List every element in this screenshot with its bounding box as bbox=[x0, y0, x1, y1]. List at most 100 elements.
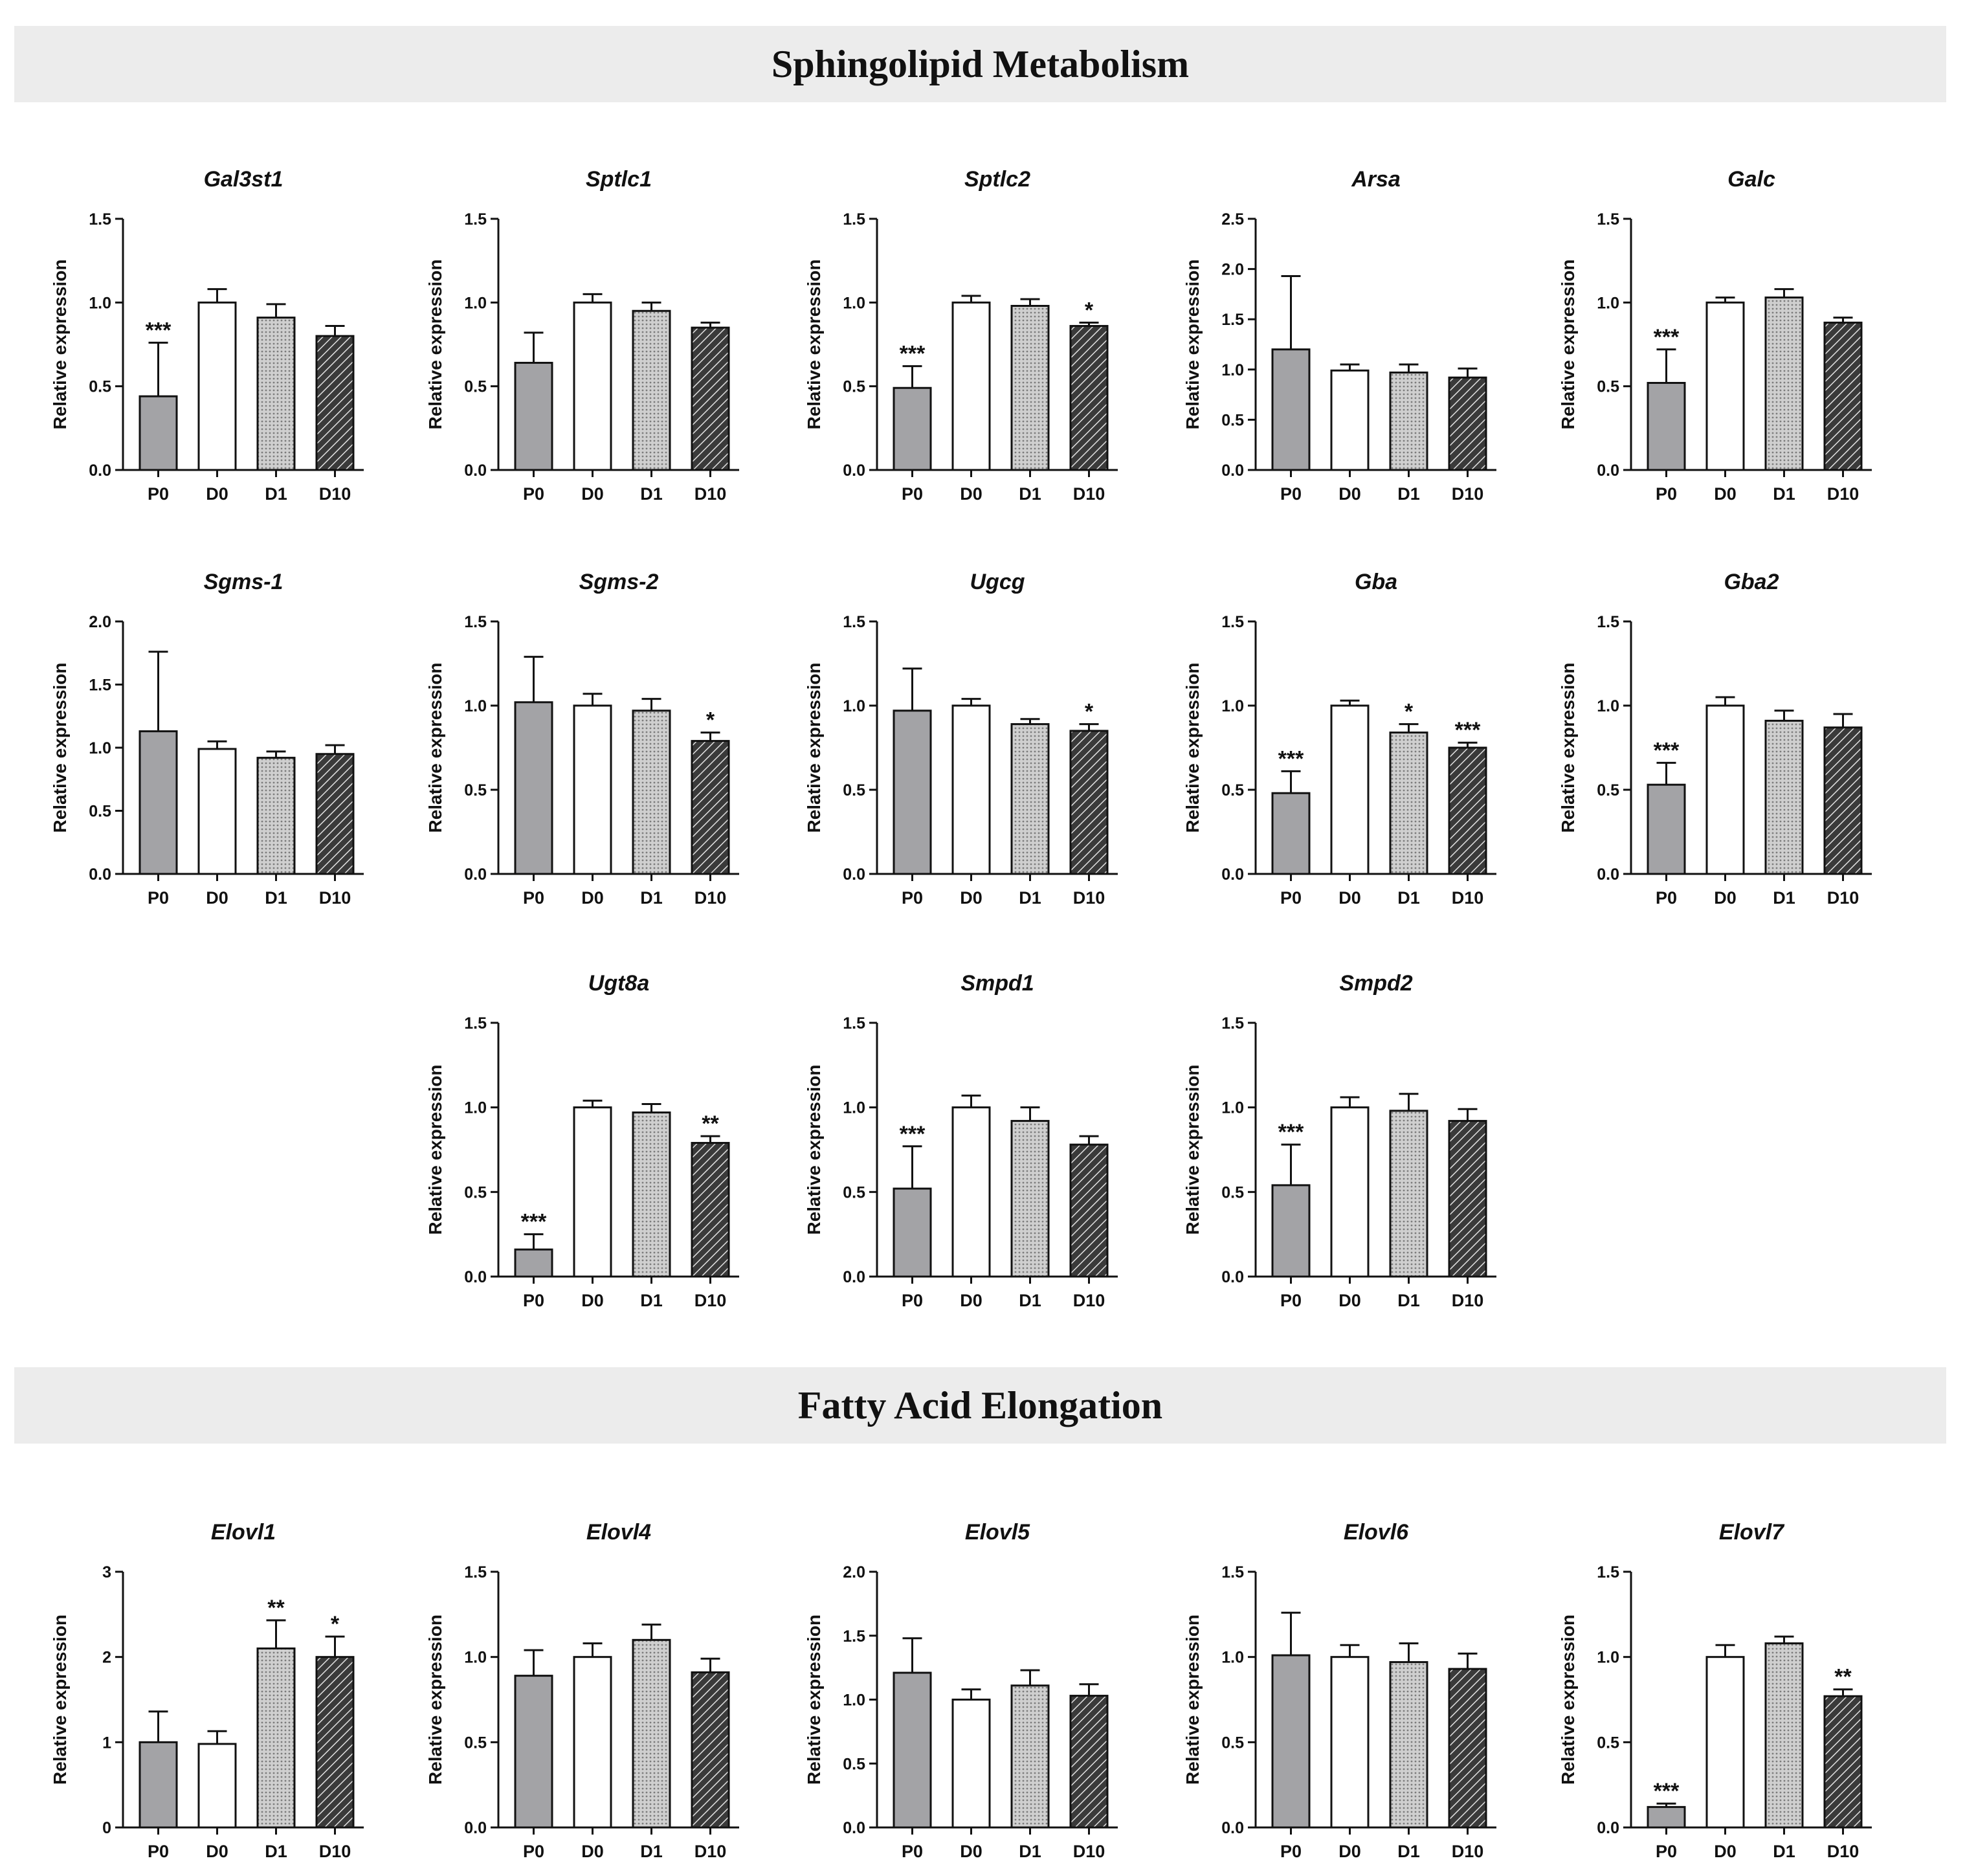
significance-label-gba2: *** bbox=[1654, 738, 1680, 763]
y-tick-label-gal3st1: 1.0 bbox=[89, 294, 111, 312]
y-tick-label-gal3st1: 0.5 bbox=[89, 378, 111, 396]
chart-title-sptlc2: Sptlc2 bbox=[964, 167, 1030, 192]
x-tick-label-gba2: D0 bbox=[1714, 888, 1737, 908]
x-tick-label-elovl5: D10 bbox=[1073, 1842, 1105, 1861]
chart-title-gba2: Gba2 bbox=[1724, 570, 1779, 594]
bar-ugt8a-d10 bbox=[691, 1142, 730, 1278]
y-tick-label-sgms-2: 1.5 bbox=[464, 613, 487, 631]
x-tick-label-arsa: D1 bbox=[1397, 484, 1420, 504]
x-tick-label-gba: P0 bbox=[1280, 888, 1302, 908]
y-tick-label-smpd2: 0.5 bbox=[1221, 1183, 1244, 1201]
bar-ugcg-d0 bbox=[951, 704, 991, 875]
significance-label-gal3st1: *** bbox=[146, 318, 172, 342]
x-tick-label-ugcg: D10 bbox=[1073, 888, 1105, 908]
bar-elovl4-d10 bbox=[691, 1671, 730, 1829]
x-tick-label-gba: D0 bbox=[1338, 888, 1361, 908]
y-tick-label-elovl5: 0.0 bbox=[843, 1819, 865, 1837]
bar-elovl1-d0 bbox=[197, 1743, 237, 1829]
y-tick-label-galc: 0.0 bbox=[1597, 462, 1619, 480]
bar-sgms-1-d1 bbox=[256, 757, 296, 875]
y-tick-label-sgms-1: 1.0 bbox=[89, 739, 111, 757]
x-tick-label-sgms-2: D0 bbox=[581, 888, 604, 908]
y-tick-label-gba: 0.5 bbox=[1221, 781, 1244, 799]
y-axis-label-ugcg: Relative expression bbox=[804, 662, 824, 832]
section-banner-fatty-acid: Fatty Acid Elongation bbox=[14, 1367, 1946, 1444]
section-banner-sphingolipid: Sphingolipid Metabolism bbox=[14, 26, 1946, 102]
y-tick-label-elovl4: 0.0 bbox=[464, 1819, 487, 1837]
x-tick-label-gal3st1: D1 bbox=[265, 484, 287, 504]
y-tick-label-sgms-2: 0.5 bbox=[464, 781, 487, 799]
bar-gba2-d10 bbox=[1823, 726, 1863, 875]
x-tick-label-gba2: P0 bbox=[1656, 888, 1677, 908]
significance-label-ugt8a: *** bbox=[521, 1210, 547, 1234]
y-tick-label-arsa: 2.5 bbox=[1221, 210, 1244, 229]
x-tick-label-sptlc2: D0 bbox=[960, 484, 983, 504]
x-tick-label-smpd1: D10 bbox=[1073, 1291, 1105, 1310]
y-tick-label-ugcg: 0.0 bbox=[843, 865, 865, 884]
y-tick-label-smpd1: 1.5 bbox=[843, 1014, 865, 1033]
bar-arsa-d10 bbox=[1448, 376, 1487, 471]
y-tick-label-sptlc1: 1.5 bbox=[464, 210, 487, 229]
x-tick-label-elovl5: P0 bbox=[902, 1842, 923, 1861]
bar-arsa-p0 bbox=[1271, 348, 1311, 471]
bar-smpd2-d1 bbox=[1389, 1110, 1428, 1278]
significance-label-elovl1: ** bbox=[267, 1596, 285, 1620]
bar-elovl7-d0 bbox=[1705, 1656, 1745, 1829]
y-tick-label-elovl4: 0.5 bbox=[464, 1734, 487, 1752]
bar-arsa-d1 bbox=[1389, 371, 1428, 471]
bar-smpd2-p0 bbox=[1271, 1184, 1311, 1278]
x-tick-label-sgms-2: P0 bbox=[523, 888, 544, 908]
x-tick-label-sptlc2: D1 bbox=[1019, 484, 1041, 504]
y-tick-label-ugcg: 1.0 bbox=[843, 697, 865, 715]
y-tick-label-elovl1: 2 bbox=[102, 1649, 111, 1667]
bar-smpd2-d0 bbox=[1330, 1106, 1370, 1278]
y-tick-label-sptlc1: 1.0 bbox=[464, 294, 487, 312]
significance-label-sgms-2: * bbox=[706, 708, 715, 733]
y-axis-label-gal3st1: Relative expression bbox=[50, 259, 70, 429]
x-tick-label-elovl1: D10 bbox=[319, 1842, 351, 1861]
bar-elovl5-d0 bbox=[951, 1699, 991, 1829]
chart-title-elovl1: Elovl1 bbox=[211, 1520, 276, 1545]
chart-title-ugt8a: Ugt8a bbox=[588, 971, 649, 996]
x-tick-label-elovl5: D1 bbox=[1019, 1842, 1041, 1861]
bar-elovl6-d10 bbox=[1448, 1668, 1487, 1829]
bar-gba2-d0 bbox=[1705, 704, 1745, 875]
y-tick-label-gba: 1.5 bbox=[1221, 613, 1244, 631]
bar-smpd1-d0 bbox=[951, 1106, 991, 1278]
y-tick-label-arsa: 1.0 bbox=[1221, 361, 1244, 379]
bar-elovl4-d0 bbox=[573, 1656, 612, 1829]
significance-label-elovl7: ** bbox=[1834, 1665, 1852, 1690]
bar-galc-d0 bbox=[1705, 301, 1745, 471]
y-axis-label-ugt8a: Relative expression bbox=[425, 1064, 445, 1234]
x-tick-label-gba2: D10 bbox=[1827, 888, 1860, 908]
x-tick-label-arsa: D10 bbox=[1452, 484, 1484, 504]
y-tick-label-elovl7: 1.0 bbox=[1597, 1649, 1619, 1667]
bar-sgms-2-d0 bbox=[573, 704, 612, 875]
bar-sptlc2-p0 bbox=[893, 386, 932, 471]
bar-elovl1-d10 bbox=[315, 1656, 355, 1829]
bar-sgms-1-d0 bbox=[197, 748, 237, 875]
x-tick-label-sgms-1: D1 bbox=[265, 888, 287, 908]
y-tick-label-gba2: 1.5 bbox=[1597, 613, 1619, 631]
y-axis-label-elovl7: Relative expression bbox=[1558, 1614, 1578, 1785]
y-tick-label-arsa: 0.0 bbox=[1221, 462, 1244, 480]
bar-sptlc1-d0 bbox=[573, 301, 612, 471]
x-tick-label-galc: D1 bbox=[1773, 484, 1795, 504]
bar-ugt8a-d1 bbox=[632, 1111, 671, 1278]
y-tick-label-sgms-2: 1.0 bbox=[464, 697, 487, 715]
y-tick-label-elovl5: 0.5 bbox=[843, 1755, 865, 1773]
chart-title-elovl6: Elovl6 bbox=[1344, 1520, 1409, 1545]
bar-arsa-d0 bbox=[1330, 369, 1370, 471]
x-tick-label-gba2: D1 bbox=[1773, 888, 1795, 908]
x-tick-label-elovl1: P0 bbox=[148, 1842, 169, 1861]
y-tick-label-sptlc2: 1.0 bbox=[843, 294, 865, 312]
x-tick-label-sptlc1: P0 bbox=[523, 484, 544, 504]
y-tick-label-sptlc2: 0.0 bbox=[843, 462, 865, 480]
x-tick-label-sgms-1: D10 bbox=[319, 888, 351, 908]
bar-sgms-1-p0 bbox=[139, 730, 178, 875]
bar-sgms-1-d10 bbox=[315, 753, 355, 875]
x-tick-label-ugt8a: D10 bbox=[694, 1291, 727, 1310]
x-tick-label-sptlc2: D10 bbox=[1073, 484, 1105, 504]
section-title-fatty-acid: Fatty Acid Elongation bbox=[797, 1383, 1163, 1427]
x-tick-label-sgms-2: D10 bbox=[694, 888, 727, 908]
